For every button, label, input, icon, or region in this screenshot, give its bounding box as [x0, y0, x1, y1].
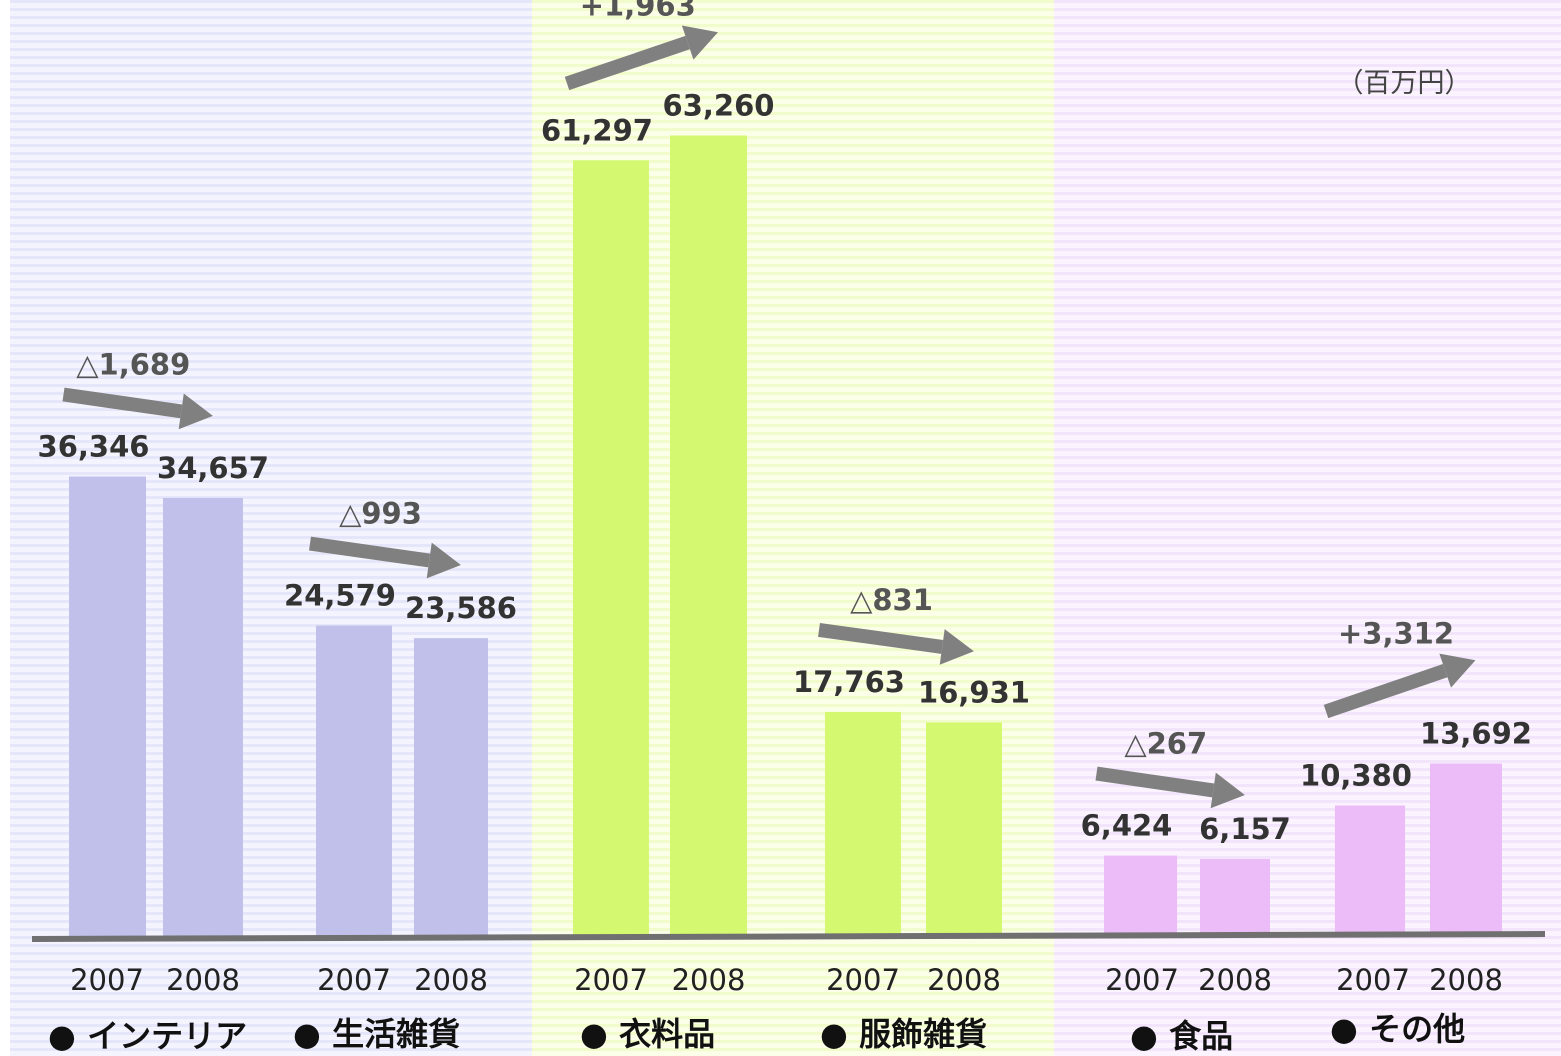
bar-cat5-2007	[1335, 805, 1405, 937]
category-label-0: ● インテリア	[48, 1017, 247, 1055]
value-label-cat4-2008: 6,157	[1199, 812, 1291, 846]
year-label-cat3-2008: 2008	[927, 963, 1001, 997]
change-arrow-head-cat3	[939, 629, 974, 665]
bar-cat2-2008	[670, 135, 747, 938]
value-label-cat2-2008: 63,260	[663, 88, 775, 122]
year-label-cat0-2007: 2007	[70, 963, 144, 997]
value-label-cat2-2007: 61,297	[541, 113, 653, 147]
bar-cat0-2008	[163, 497, 243, 937]
change-label-cat4: △267	[1124, 727, 1207, 761]
bar-cat1-2008	[414, 638, 488, 937]
category-label-5: ● その他	[1330, 1010, 1465, 1048]
year-label-cat1-2007: 2007	[317, 963, 391, 997]
year-label-cat4-2008: 2008	[1198, 963, 1272, 997]
bar-cat4-2008	[1200, 858, 1270, 937]
value-label-cat1-2007: 24,579	[284, 579, 396, 613]
year-label-cat2-2008: 2008	[672, 963, 746, 997]
change-arrow-head-cat2	[681, 25, 718, 60]
value-label-cat0-2008: 34,657	[157, 451, 269, 485]
change-arrow-head-cat5	[1439, 653, 1476, 688]
bar-cat1-2007	[316, 625, 392, 937]
change-arrow-shaft-cat4	[1095, 766, 1215, 798]
change-label-cat5: +3,312	[1338, 617, 1454, 651]
change-arrow-head-cat0	[178, 393, 213, 430]
year-label-cat0-2008: 2008	[166, 963, 240, 997]
value-label-cat3-2008: 16,931	[918, 675, 1030, 709]
change-label-cat0: △1,689	[76, 347, 190, 381]
change-label-cat2: +1,963	[580, 0, 696, 22]
year-label-cat3-2007: 2007	[826, 963, 900, 997]
bar-cat3-2008	[926, 722, 1002, 937]
value-label-cat1-2008: 23,586	[405, 591, 517, 625]
x-axis-line	[31, 931, 1546, 942]
bar-cat4-2007	[1104, 855, 1177, 937]
category-label-1: ● 生活雑貨	[293, 1015, 460, 1053]
change-label-cat3: △831	[850, 583, 933, 617]
unit-label: （百万円）	[1337, 68, 1472, 99]
bar-cat3-2007	[825, 711, 901, 937]
value-label-cat3-2007: 17,763	[793, 665, 905, 699]
bar-cat0-2007	[69, 476, 146, 937]
value-label-cat4-2007: 6,424	[1081, 809, 1173, 843]
category-label-2: ● 衣料品	[580, 1015, 715, 1053]
value-label-cat5-2008: 13,692	[1420, 717, 1532, 751]
year-label-cat1-2008: 2008	[414, 963, 488, 997]
change-arrow-shaft-cat2	[564, 35, 690, 91]
change-arrow-shaft-cat0	[62, 387, 183, 419]
change-arrow-head-cat1	[426, 542, 461, 579]
change-arrow-shaft-cat3	[818, 623, 944, 654]
year-label-cat4-2007: 2007	[1105, 963, 1179, 997]
change-label-cat1: △993	[339, 497, 422, 531]
year-label-cat5-2008: 2008	[1429, 963, 1503, 997]
bar-cat2-2007	[573, 160, 649, 937]
change-arrow-shaft-cat1	[309, 536, 431, 568]
value-label-cat0-2007: 36,346	[38, 429, 150, 463]
bar-cat5-2008	[1430, 763, 1502, 937]
year-label-cat2-2007: 2007	[574, 963, 648, 997]
change-arrow-shaft-cat5	[1323, 664, 1448, 719]
year-label-cat5-2007: 2007	[1336, 963, 1410, 997]
value-label-cat5-2007: 10,380	[1300, 758, 1412, 792]
category-label-3: ● 服飾雑貨	[820, 1015, 987, 1053]
change-arrow-head-cat4	[1210, 772, 1245, 809]
category-label-4: ● 食品	[1130, 1017, 1233, 1055]
